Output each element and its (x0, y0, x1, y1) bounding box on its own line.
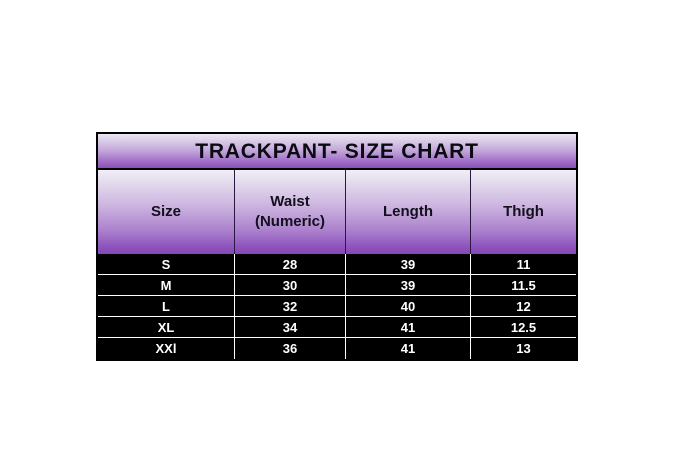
cell-length: 39 (346, 275, 471, 295)
cell-waist: 28 (235, 254, 346, 274)
column-header-waist-line1: Waist (270, 192, 310, 210)
cell-size: S (98, 254, 235, 274)
cell-length: 41 (346, 317, 471, 337)
cell-length: 41 (346, 338, 471, 359)
column-header-size-label: Size (151, 202, 181, 222)
column-header-thigh: Thigh (471, 170, 576, 254)
cell-waist: 32 (235, 296, 346, 316)
table-header-row: Size Waist (Numeric) Length Thigh (98, 170, 576, 254)
column-header-length: Length (346, 170, 471, 254)
column-header-waist: Waist (Numeric) (235, 170, 346, 254)
table-row: M 30 39 11.5 (98, 275, 576, 296)
cell-thigh: 12.5 (510, 319, 537, 335)
column-header-size-line1: Size (150, 202, 181, 220)
cell-waist: 34 (235, 317, 346, 337)
column-header-size: Size (98, 170, 235, 254)
cell-thigh: 11.5 (511, 277, 536, 293)
column-header-thigh-line1: Thigh (503, 202, 544, 220)
cell-waist: 36 (235, 338, 346, 359)
table-row: S 28 39 11 (98, 254, 576, 275)
cell-size: XL (98, 317, 235, 337)
cell-thigh: 12 (516, 298, 531, 314)
column-header-waist-label: Waist (Numeric) (255, 192, 325, 233)
cell-thigh: 11 (516, 256, 531, 272)
table-body: S 28 39 11 M 30 39 11.5 L 32 40 12 XL 34… (98, 254, 576, 359)
page-title: TRACKPANT- SIZE CHART (195, 139, 479, 163)
column-header-waist-line2: (Numeric) (254, 213, 325, 230)
cell-size: M (98, 275, 235, 295)
column-header-thigh-label: Thigh (503, 202, 544, 222)
column-header-length-label: Length (383, 202, 433, 222)
size-chart-table: TRACKPANT- SIZE CHART Size Waist (Numeri… (96, 132, 578, 361)
cell-thigh: 13 (516, 341, 531, 356)
chart-title-bar: TRACKPANT- SIZE CHART (98, 134, 576, 170)
cell-size: XXl (98, 338, 235, 359)
table-row: XL 34 41 12.5 (98, 317, 576, 338)
cell-waist: 30 (235, 275, 346, 295)
column-header-length-line1: Length (383, 202, 433, 220)
cell-length: 39 (346, 254, 471, 274)
cell-size: L (98, 296, 235, 316)
cell-length: 40 (346, 296, 471, 316)
table-row: XXl 36 41 13 (98, 338, 576, 359)
table-row: L 32 40 12 (98, 296, 576, 317)
